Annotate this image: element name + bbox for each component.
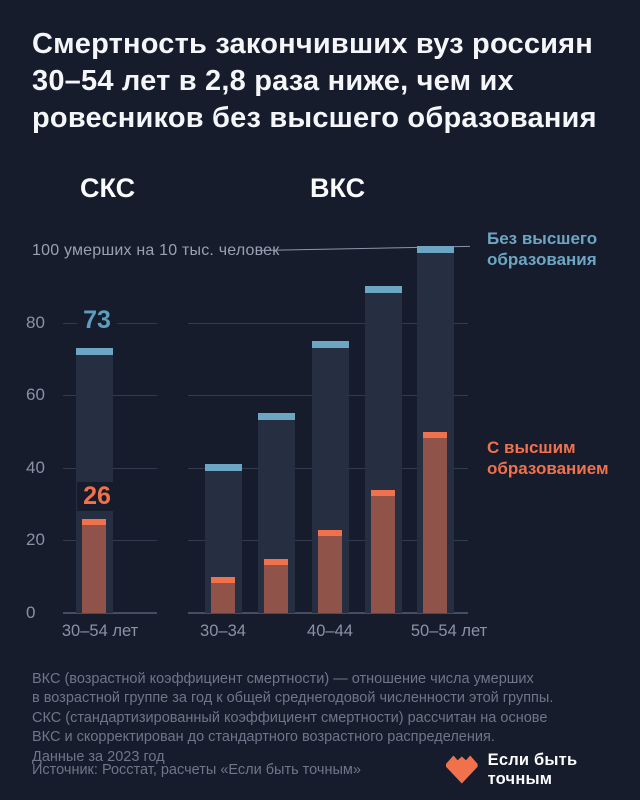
value-label-higher-ed: 26: [77, 482, 117, 511]
section-label-skc: СКС: [80, 173, 136, 203]
bar-cap-higher-ed-40-44: [318, 529, 342, 536]
value-label-no-higher-ed: 73: [77, 306, 117, 335]
bar-higher-ed-bar-1-1: [264, 558, 288, 613]
footnote-line-3: СКС (стандартизированный коэффициент сме…: [32, 709, 548, 726]
bar-cap-no-higher-ed-bar-1-3: [364, 286, 402, 294]
footnote-line-5: Данные за 2023 год: [32, 748, 165, 765]
bar-cap-higher-ed-50-54-лет: [423, 431, 447, 438]
bar-cap-higher-ed-bar-1-3: [371, 489, 395, 496]
bar-cap-higher-ed-bar-1-1: [264, 558, 288, 565]
title-line-1: Смертность закончивших вуз россиян: [32, 28, 594, 60]
y-tick-label: 0: [26, 603, 36, 622]
bar-higher-ed-40-44: [318, 529, 342, 613]
x-tick-label-40-44: 40–44: [307, 622, 353, 640]
bar-cap-no-higher-ed-40-44: [311, 340, 349, 348]
footnote: ВКС (возрастной коэффициент смертности) …: [32, 670, 553, 767]
bar-higher-ed-50-54-лет: [423, 431, 447, 613]
bar-higher-ed-30-54-лет: [82, 518, 106, 613]
x-axis-baseline-zone1: [188, 612, 468, 614]
heart-icon: [446, 755, 478, 784]
legend-higher-ed: С высшим образованием: [487, 438, 609, 478]
x-tick-label-50-54-лет: 50–54 лет: [410, 622, 488, 640]
footnote-line-1: ВКС (возрастной коэффициент смертности) …: [32, 671, 534, 687]
bar-cap-no-higher-ed-50-54-лет: [416, 246, 454, 254]
page-title: Смертность закончивших вуз россиян 30–54…: [32, 26, 617, 137]
bar-cap-no-higher-ed-30-54-лет: [75, 348, 113, 355]
legend-no-higher-ed: Без высшего образования: [487, 229, 598, 269]
x-tick-label-30-34: 30–34: [200, 622, 246, 640]
brand-name: Если быть точным: [487, 750, 578, 788]
bar-higher-ed-bar-1-3: [371, 489, 395, 613]
footnote-line-2: в возрастной группе за год к общей средн…: [32, 690, 554, 707]
x-axis-baseline-zone0: [63, 612, 157, 614]
bar-cap-no-higher-ed-bar-1-1: [257, 413, 295, 421]
y-tick-label: 20: [26, 530, 45, 550]
section-label-vkc: ВКС: [310, 173, 366, 203]
bar-higher-ed-30-34: [211, 576, 235, 613]
y-tick-label: 40: [26, 457, 45, 477]
source-text: Источник: Росстат, расчеты «Если быть то…: [32, 762, 361, 778]
bar-cap-no-higher-ed-30-34: [204, 464, 242, 472]
bar-cap-higher-ed-30-34: [211, 576, 235, 583]
x-tick-label-30-54-лет: 30–54 лет: [61, 622, 139, 640]
gridline-80-zone1: [188, 322, 468, 324]
footnote-line-4: ВКС и скорректирован до стандартного воз…: [32, 729, 495, 746]
bar-cap-higher-ed-30-54-лет: [82, 518, 106, 525]
y-tick-label: 60: [26, 385, 45, 405]
y-axis-unit-label: 100 умерших на 10 тыс. человек: [32, 242, 280, 259]
brand-logo: Если быть точным: [446, 750, 640, 788]
y-tick-label: 80: [26, 312, 45, 332]
title-line-3: ровесников без высшего образования: [32, 102, 597, 134]
title-line-2: 30–54 лет в 2,8 раза ниже, чем их: [32, 65, 514, 97]
